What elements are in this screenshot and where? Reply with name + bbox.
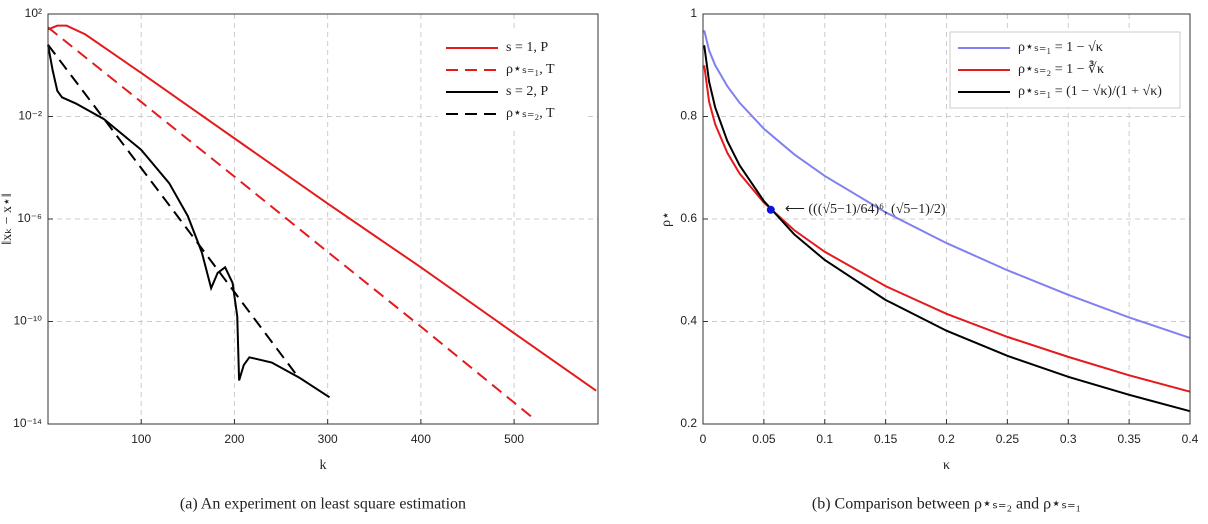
x-tick-label: 200 (224, 432, 244, 446)
legend-label: s = 2, P (506, 84, 548, 99)
y-tick-label: 10⁻¹⁰ (14, 314, 43, 328)
legend-label: ρ⋆ₛ₌₂, T (506, 106, 555, 121)
axes-frame (47, 13, 599, 425)
y-tick-label: 10⁻² (18, 109, 42, 123)
x-tick-label: 100 (131, 432, 151, 446)
series-line (47, 24, 597, 392)
x-tick-label: 300 (318, 432, 338, 446)
series-line (47, 44, 300, 379)
x-tick-label: 500 (504, 432, 524, 446)
series-line (703, 30, 1191, 339)
legend-label: ρ⋆ₛ₌₁ = 1 − √κ (1018, 40, 1103, 55)
x-tick-label: 0.25 (996, 432, 1020, 446)
x-tick-label: 0.05 (752, 432, 776, 446)
legend-label: ρ⋆ₛ₌₂ = 1 − ∛κ (1018, 60, 1104, 77)
x-axis-label: k (320, 458, 327, 473)
series-line (703, 65, 1191, 393)
axes-frame (702, 13, 1191, 425)
x-tick-label: 0.35 (1117, 432, 1141, 446)
highlight-point (766, 205, 775, 214)
series-line (703, 45, 1191, 413)
legend-label: s = 1, P (506, 40, 548, 55)
x-tick-label: 0.1 (816, 432, 833, 446)
y-tick-label: 0.4 (680, 314, 697, 328)
y-tick-label: 1 (690, 6, 697, 20)
point-annotation: ⟵ (((√5−1)/64)⁶, (√5−1)/2) (785, 202, 946, 217)
y-tick-label: 10² (25, 6, 42, 20)
y-tick-label: 0.6 (680, 211, 697, 225)
y-tick-label: 10⁻¹⁴ (13, 416, 42, 430)
caption: (b) Comparison between ρ⋆ₛ₌₂ and ρ⋆ₛ₌₁ (812, 496, 1081, 513)
x-axis-label: κ (943, 458, 950, 473)
x-tick-label: 0.2 (938, 432, 955, 446)
series-line (47, 26, 532, 418)
y-tick-label: 10⁻⁶ (17, 211, 42, 225)
x-tick-label: 0.15 (874, 432, 898, 446)
y-axis-label: ρ⋆ (659, 211, 674, 227)
x-tick-label: 0.4 (1182, 432, 1199, 446)
caption: (a) An experiment on least square estima… (180, 496, 466, 513)
y-tick-label: 0.2 (680, 416, 697, 430)
x-tick-label: 0.3 (1060, 432, 1077, 446)
y-axis-label: ‖xₖ − x⋆‖ (0, 193, 15, 244)
y-tick-label: 0.8 (680, 109, 697, 123)
series-line (47, 44, 331, 399)
x-tick-label: 0 (700, 432, 707, 446)
x-tick-label: 400 (411, 432, 431, 446)
legend-label: ρ⋆ₛ₌₁ = (1 − √κ)/(1 + √κ) (1018, 84, 1162, 99)
legend-label: ρ⋆ₛ₌₁, T (506, 62, 555, 77)
